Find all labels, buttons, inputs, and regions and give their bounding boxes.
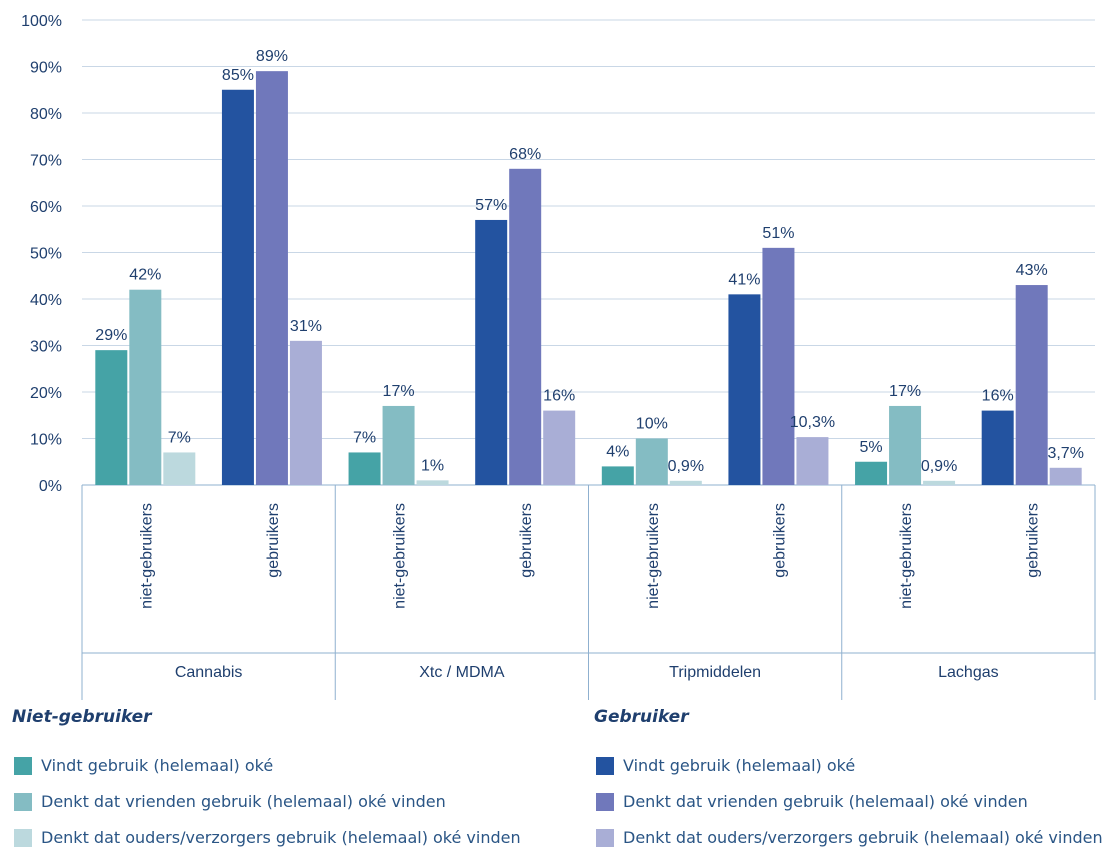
y-tick-label: 50%: [30, 246, 62, 263]
y-tick-label: 30%: [30, 339, 62, 356]
legend-item-gebr-ouders: Denkt dat ouders/verzorgers gebruik (hel…: [596, 828, 1103, 847]
bar: [289, 340, 322, 485]
y-tick-label: 10%: [30, 432, 62, 449]
subgroup-label: niet-gebruikers: [138, 503, 155, 609]
y-tick-label: 100%: [21, 13, 62, 30]
data-label: 7%: [353, 429, 376, 446]
bar: [543, 410, 576, 485]
legend-swatch: [14, 792, 32, 811]
subgroup-label: niet-gebruikers: [898, 503, 915, 609]
data-label: 68%: [509, 146, 541, 163]
bar: [728, 294, 761, 485]
bar: [509, 168, 542, 486]
data-label: 41%: [728, 271, 760, 288]
subgroup-label: niet-gebruikers: [392, 503, 409, 609]
category-label: Tripmiddelen: [669, 664, 761, 681]
y-tick-label: 40%: [30, 292, 62, 309]
legend-item-niet-vindt: Vindt gebruik (helemaal) oké: [14, 756, 273, 775]
bar: [635, 438, 668, 485]
legend-swatch: [596, 756, 614, 775]
bar: [221, 89, 254, 485]
legend-label: Vindt gebruik (helemaal) oké: [41, 756, 274, 775]
bar: [601, 466, 634, 485]
data-label: 17%: [383, 383, 415, 400]
legend-item-niet-ouders: Denkt dat ouders/verzorgers gebruik (hel…: [14, 828, 521, 847]
bar: [348, 452, 381, 485]
bar: [95, 350, 128, 485]
data-label: 1%: [421, 457, 444, 474]
category-label: Xtc / MDMA: [419, 664, 505, 681]
bar: [163, 452, 196, 485]
data-label: 43%: [1016, 262, 1048, 279]
data-label: 4%: [606, 443, 629, 460]
bar: [855, 461, 888, 485]
data-label: 5%: [860, 439, 883, 456]
data-label: 10%: [636, 416, 668, 433]
legend-swatch: [596, 792, 614, 811]
data-label: 0,9%: [921, 458, 957, 475]
category-label: Lachgas: [938, 664, 999, 681]
data-label: 85%: [222, 67, 254, 84]
legend-label: Denkt dat vrienden gebruik (helemaal) ok…: [623, 792, 1028, 811]
legend-item-niet-vrienden: Denkt dat vrienden gebruik (helemaal) ok…: [14, 792, 446, 811]
subgroup-label: gebruikers: [1025, 503, 1042, 578]
bar: [669, 480, 702, 485]
legend-swatch: [596, 828, 614, 847]
data-label: 7%: [168, 429, 191, 446]
data-label: 3,7%: [1047, 445, 1083, 462]
legend-title-gebruiker: Gebruiker: [594, 707, 689, 727]
data-label: 17%: [889, 383, 921, 400]
data-label: 0,9%: [668, 458, 704, 475]
legend-swatch: [14, 756, 32, 775]
data-label: 57%: [475, 197, 507, 214]
bar: [475, 219, 508, 485]
data-label: 16%: [982, 388, 1014, 405]
bar: [129, 289, 162, 485]
y-tick-label: 20%: [30, 385, 62, 402]
y-tick-label: 60%: [30, 199, 62, 216]
legend-label: Denkt dat ouders/verzorgers gebruik (hel…: [623, 828, 1103, 847]
bar: [923, 480, 956, 485]
bar-chart: 0% 10% 20% 30% 40% 50% 60% 70% 80% 90% 100% 29% 42% 7…: [21, 13, 1096, 700]
data-label: 29%: [95, 327, 127, 344]
subgroup-label: gebruikers: [265, 503, 282, 578]
y-tick-label: 70%: [30, 153, 62, 170]
legend-item-gebr-vrienden: Denkt dat vrienden gebruik (helemaal) ok…: [596, 792, 1028, 811]
subgroup-label: niet-gebruikers: [645, 503, 662, 609]
bar: [1049, 467, 1082, 485]
category-label: Cannabis: [175, 664, 243, 681]
legend-swatch: [14, 828, 32, 847]
data-label: 89%: [256, 48, 288, 65]
data-label: 10,3%: [790, 414, 835, 431]
data-label: 51%: [762, 225, 794, 242]
subgroup-label: gebruikers: [518, 503, 535, 578]
legend-title-niet-gebruiker: Niet-gebruiker: [12, 707, 152, 727]
y-tick-label: 0%: [39, 478, 62, 495]
bar: [255, 71, 288, 486]
bar: [416, 480, 449, 485]
bar: [889, 405, 922, 485]
legend-label: Vindt gebruik (helemaal) oké: [623, 756, 856, 775]
y-tick-label: 90%: [30, 60, 62, 77]
data-label: 42%: [129, 267, 161, 284]
bar: [382, 405, 415, 485]
legend-label: Denkt dat ouders/verzorgers gebruik (hel…: [41, 828, 521, 847]
y-tick-label: 80%: [30, 106, 62, 123]
bar: [1015, 285, 1048, 485]
bar: [762, 247, 795, 485]
subgroup-label: gebruikers: [771, 503, 788, 578]
legend-label: Denkt dat vrienden gebruik (helemaal) ok…: [41, 792, 446, 811]
data-label: 31%: [290, 318, 322, 335]
data-label: 16%: [543, 388, 575, 405]
bar: [796, 437, 829, 485]
bar: [981, 410, 1014, 485]
legend-item-gebr-vindt: Vindt gebruik (helemaal) oké: [596, 756, 855, 775]
